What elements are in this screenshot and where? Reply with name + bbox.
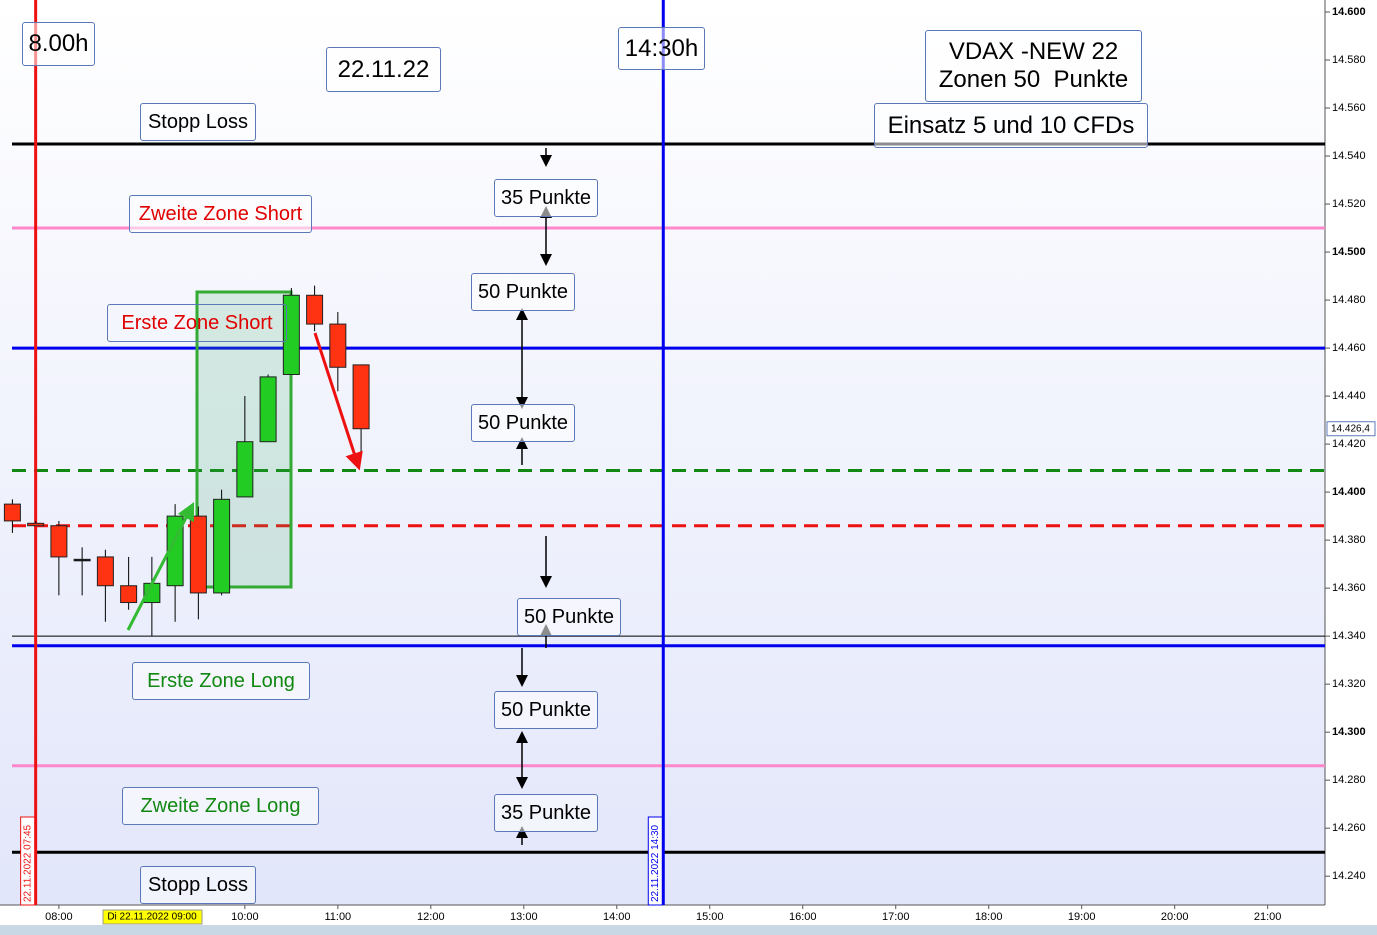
y-tick-label: 14.480 xyxy=(1332,294,1366,306)
x-tick-label: 14:00 xyxy=(603,911,631,923)
annotation: Zweite Zone Long xyxy=(122,787,319,825)
y-tick-label: 14.340 xyxy=(1332,630,1366,642)
x-axis-background xyxy=(0,905,1377,925)
annotation: Zonen 50 Punkte xyxy=(938,66,1129,93)
y-tick-label: 14.540 xyxy=(1332,150,1366,162)
last-price-label: 14.426,4 xyxy=(1331,423,1370,434)
annotation: VDAX -NEW 22 xyxy=(948,38,1119,66)
candle-body xyxy=(50,525,68,558)
annotation: 50 Punkte xyxy=(517,598,621,636)
candle-body xyxy=(236,441,254,498)
y-tick-label: 14.500 xyxy=(1332,246,1366,258)
annotation: Einsatz 5 und 10 CFDs xyxy=(874,103,1148,148)
cursor-label: Di 22.11.2022 09:00 xyxy=(107,912,197,923)
candle-body xyxy=(329,323,347,368)
x-tick-label: 17:00 xyxy=(882,911,910,923)
y-tick-label: 14.300 xyxy=(1332,726,1366,738)
y-tick-label: 14.560 xyxy=(1332,102,1366,114)
y-tick-label: 14.380 xyxy=(1332,534,1366,546)
vertical-line-label: 22.11.2022 14:30 xyxy=(650,824,661,902)
annotation: Erste Zone Short xyxy=(107,304,287,342)
candle-body xyxy=(213,498,231,594)
x-tick-label: 21:00 xyxy=(1254,911,1282,923)
vertical-line-label-group: 22.11.2022 07:45 xyxy=(20,816,36,906)
vertical-line-label-box xyxy=(647,816,663,906)
x-tick-label: 16:00 xyxy=(789,911,817,923)
y-tick-label: 14.280 xyxy=(1332,774,1366,786)
y-tick-label: 14.580 xyxy=(1332,54,1366,66)
annotation: Stopp Loss xyxy=(140,866,256,904)
candle-body xyxy=(352,364,370,430)
trend-arrow-down xyxy=(313,332,363,471)
x-tick-label: 18:00 xyxy=(975,911,1003,923)
vertical-line-label: 22.11.2022 07:45 xyxy=(22,824,33,902)
annotation: Zweite Zone Short xyxy=(129,195,312,233)
trend-arrow-up xyxy=(126,502,195,631)
y-tick-label: 14.460 xyxy=(1332,342,1366,354)
annotation: 35 Punkte xyxy=(494,179,598,217)
x-tick-label: 08:00 xyxy=(45,911,73,923)
y-tick-label: 14.400 xyxy=(1332,486,1366,498)
y-axis-background xyxy=(1325,0,1377,905)
y-tick-label: 14.260 xyxy=(1332,822,1366,834)
y-tick-label: 14.520 xyxy=(1332,198,1366,210)
candle-body xyxy=(96,556,114,587)
y-tick-label: 14.420 xyxy=(1332,438,1366,450)
annotation: 8.00h xyxy=(22,22,95,66)
annotation: 50 Punkte xyxy=(494,691,598,729)
scrollbar xyxy=(0,925,1377,935)
candle-body xyxy=(306,294,324,325)
annotation: 50 Punkte xyxy=(471,404,575,442)
candle-body xyxy=(189,515,207,594)
x-tick-label: 15:00 xyxy=(696,911,724,923)
annotation: 22.11.22 xyxy=(326,47,441,92)
last-price-box xyxy=(1326,421,1376,437)
y-tick-label: 14.360 xyxy=(1332,582,1366,594)
x-tick-label: 19:00 xyxy=(1068,911,1096,923)
candle-body xyxy=(259,376,277,443)
annotation: 14:30h xyxy=(618,27,705,70)
x-tick-label: 20:00 xyxy=(1161,911,1189,923)
y-tick-label: 14.600 xyxy=(1332,6,1366,18)
candle-body xyxy=(282,294,300,375)
annotation: Erste Zone Long xyxy=(132,662,310,700)
candle-body xyxy=(120,585,138,604)
y-tick-label: 14.240 xyxy=(1332,870,1366,882)
annotation: Stopp Loss xyxy=(140,103,256,141)
y-tick-label: 14.440 xyxy=(1332,390,1366,402)
x-tick-label: 11:00 xyxy=(324,911,351,923)
vertical-line-label-group: 22.11.2022 14:30 xyxy=(647,816,663,906)
y-tick-label: 14.320 xyxy=(1332,678,1366,690)
x-tick-label: 10:00 xyxy=(231,911,259,923)
candle-body xyxy=(3,503,21,522)
vertical-line-label-box xyxy=(20,816,36,906)
candle-body xyxy=(73,558,91,562)
candle-body xyxy=(27,522,45,527)
annotation: 35 Punkte xyxy=(494,794,598,832)
annotation-box: VDAX -NEW 22 Zonen 50 Punkte xyxy=(925,30,1142,102)
annotation: 50 Punkte xyxy=(471,273,575,311)
x-tick-label: 13:00 xyxy=(510,911,538,923)
x-tick-label: 12:00 xyxy=(417,911,445,923)
cursor-label-box xyxy=(102,909,203,925)
